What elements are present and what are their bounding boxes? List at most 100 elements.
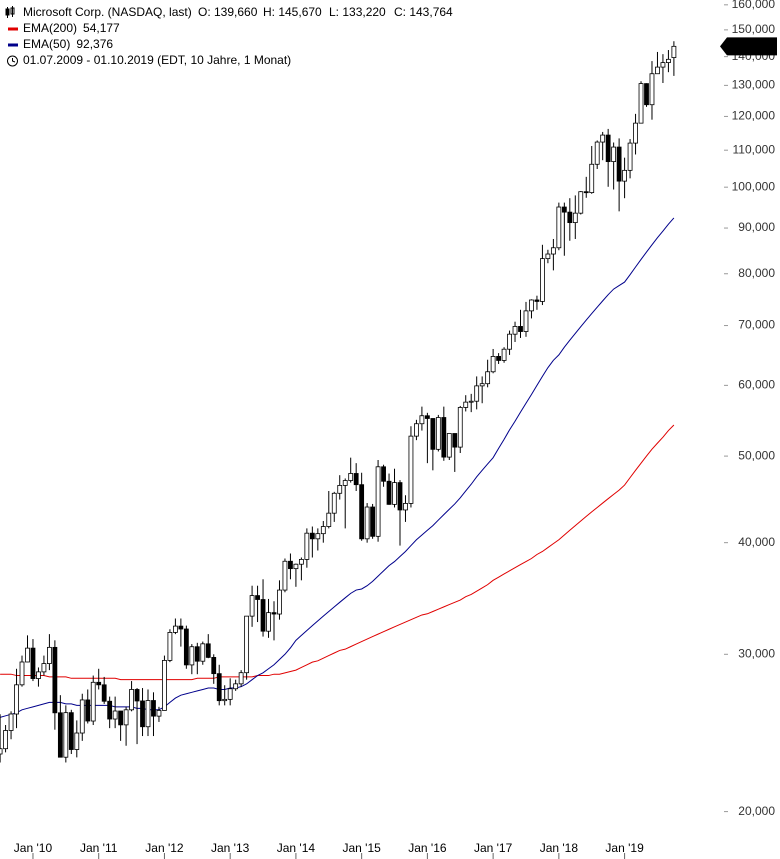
- y-tick-label: 90,000: [738, 220, 775, 234]
- candle-body: [419, 415, 425, 425]
- candle-body: [644, 83, 649, 106]
- candle-body: [337, 485, 343, 494]
- candle-body: [463, 401, 469, 408]
- candle-body: [68, 712, 74, 750]
- candle-body: [583, 191, 589, 194]
- candle-body: [392, 482, 397, 505]
- candle-body: [216, 673, 222, 702]
- x-tick-label: Jan '10: [14, 841, 53, 855]
- legend-label: EMA(200): [23, 21, 77, 35]
- candle-body: [107, 700, 113, 720]
- candle-body: [79, 699, 85, 734]
- candle-body: [320, 526, 326, 535]
- candle-body: [550, 247, 556, 255]
- candle-body: [353, 473, 359, 486]
- candle-body: [255, 595, 260, 600]
- chart-title: Microsoft Corp. (NASDAQ, last): [23, 5, 192, 19]
- candle-body: [556, 206, 562, 249]
- y-tick-label: 70,000: [738, 318, 775, 332]
- legend-value: 54,177: [83, 21, 120, 35]
- candle-body: [178, 625, 184, 630]
- x-tick-label: Jan '13: [211, 841, 250, 855]
- candle-body: [63, 712, 69, 758]
- candle-body: [47, 646, 52, 664]
- candle-body: [8, 713, 14, 731]
- candle-body: [649, 73, 655, 106]
- legend-value: 92,376: [76, 37, 113, 51]
- x-tick-label: Jan '18: [540, 841, 579, 855]
- candle-body: [490, 356, 496, 373]
- candle-body: [227, 688, 233, 700]
- candle-body: [134, 689, 140, 702]
- candle-body: [397, 482, 403, 511]
- x-tick-label: Jan '12: [145, 841, 184, 855]
- candle-body: [638, 83, 644, 124]
- candle-body: [266, 612, 271, 632]
- candle-body: [315, 533, 321, 540]
- y-tick-label: 150,000: [732, 22, 776, 36]
- candle-body: [189, 646, 195, 666]
- candle-body: [233, 683, 239, 690]
- ema-line: [0, 217, 675, 718]
- candle-body: [326, 512, 332, 527]
- candle-body: [282, 560, 288, 591]
- subtitle: 01.07.2009 - 01.10.2019 (EDT, 10 Jahre, …: [23, 53, 291, 67]
- candle-body: [441, 417, 447, 458]
- candle-body: [655, 66, 660, 75]
- candle-body: [561, 206, 567, 213]
- candle-body: [622, 169, 627, 182]
- candle-body: [666, 58, 671, 64]
- candle-body: [507, 333, 512, 350]
- candle-body: [386, 480, 392, 505]
- clock-icon: [7, 55, 18, 67]
- candle-body: [288, 560, 293, 570]
- x-tick-label: Jan '19: [605, 841, 644, 855]
- candle-body: [96, 681, 102, 686]
- y-tick-label: 20,000: [738, 804, 775, 818]
- x-tick-label: Jan '14: [277, 841, 316, 855]
- candle-body: [567, 211, 573, 224]
- candle-body: [359, 484, 365, 540]
- candle-body: [211, 657, 217, 675]
- candle-body: [271, 612, 277, 615]
- candle-body: [200, 643, 206, 662]
- candle-body: [167, 632, 173, 661]
- candle-body: [611, 146, 617, 163]
- quote-value: H: 145,670: [263, 5, 322, 19]
- y-tick-label: 160,000: [732, 0, 776, 11]
- candle-body: [118, 710, 124, 726]
- candle-body: [452, 433, 458, 448]
- candle-body: [172, 625, 178, 633]
- candle-body: [140, 700, 145, 728]
- candle-body: [145, 700, 151, 728]
- legend-label: EMA(50): [23, 37, 70, 51]
- candle-body: [468, 400, 474, 403]
- candle-body: [403, 503, 408, 511]
- candle-body: [14, 684, 19, 715]
- candle-body: [348, 473, 354, 481]
- candle-body: [30, 647, 36, 679]
- candle-body: [244, 615, 250, 674]
- quote-value: L: 133,220: [329, 5, 386, 19]
- candle-body: [589, 163, 595, 194]
- candle-body: [578, 191, 584, 214]
- candle-body: [57, 712, 63, 758]
- candle-body: [512, 326, 518, 335]
- price-tag: [720, 37, 777, 56]
- quote-value: O: 139,660: [198, 5, 258, 19]
- candles: [0, 41, 677, 763]
- candle-body: [309, 532, 315, 540]
- candle-body: [501, 348, 507, 361]
- y-tick-label: 50,000: [738, 448, 775, 462]
- candle-body: [331, 492, 337, 514]
- y-axis: 20,000 30,000 40,000 50,000 60,000 70,000 80,0…: [724, 0, 775, 818]
- ema-line: [0, 424, 675, 681]
- candle-body: [660, 62, 666, 68]
- candle-body: [0, 748, 3, 755]
- candle-body: [85, 699, 91, 722]
- candle-body: [479, 383, 485, 387]
- candle-body: [151, 700, 156, 717]
- candle-body: [435, 417, 441, 450]
- candle-body: [424, 415, 430, 419]
